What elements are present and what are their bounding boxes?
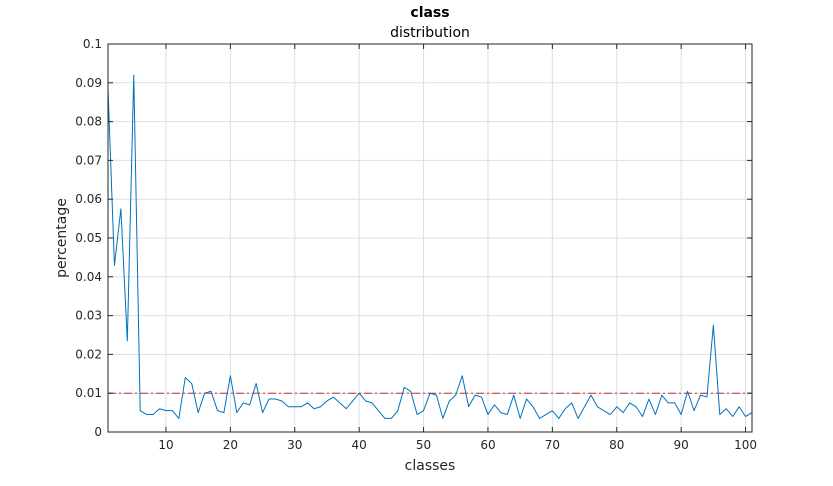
- x-tick-label: 10: [158, 438, 173, 452]
- y-tick-label: 0.04: [75, 270, 102, 284]
- x-tick-label: 40: [352, 438, 367, 452]
- y-tick-label: 0.01: [75, 386, 102, 400]
- x-tick-label: 60: [480, 438, 495, 452]
- grid-lines: [108, 43, 752, 433]
- y-tick-label: 0: [94, 425, 102, 439]
- y-tick-labels: 0 0.01 0.02 0.03 0.04 0.05 0.06 0.07 0.08 0.09 0.1: [75, 37, 102, 439]
- series-group: [107, 74, 753, 419]
- y-tick-label: 0.07: [75, 153, 102, 167]
- y-axis-label: percentage: [54, 198, 70, 278]
- y-tick-label: 0.06: [75, 192, 102, 206]
- axes-frame: [107, 43, 753, 433]
- x-tick-label: 30: [287, 438, 302, 452]
- x-tick-label: 100: [734, 438, 757, 452]
- y-tick-label: 0.1: [83, 37, 102, 51]
- y-tick-label: 0.08: [75, 115, 102, 129]
- y-tick-label: 0.03: [75, 309, 102, 323]
- x-tick-label: 70: [545, 438, 560, 452]
- series-line: [107, 74, 753, 419]
- y-tick-label: 0.05: [75, 231, 102, 245]
- x-tick-label: 20: [223, 438, 238, 452]
- y-tick-label: 0.09: [75, 76, 102, 90]
- x-tick-label: 50: [416, 438, 431, 452]
- x-tick-label: 80: [609, 438, 624, 452]
- plot-frame: [107, 43, 753, 433]
- x-tick-labels: 10 20 30 40 50 60 70 80 90 100: [158, 438, 757, 452]
- chart-subtitle: distribution: [390, 25, 470, 41]
- x-axis-label: classes: [405, 458, 456, 474]
- y-tick-label: 0.02: [75, 347, 102, 361]
- chart-title: class: [410, 5, 449, 21]
- x-tick-label: 90: [674, 438, 689, 452]
